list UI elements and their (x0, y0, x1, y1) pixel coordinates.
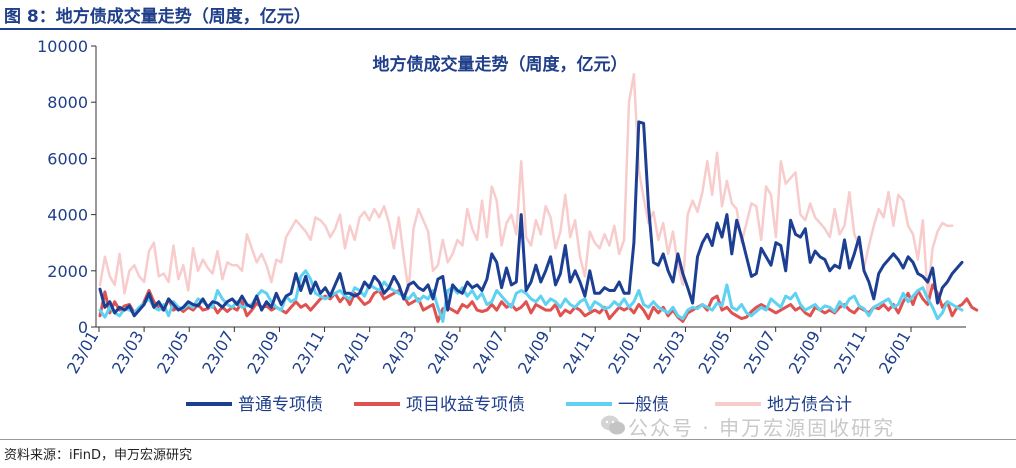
footer-rule (0, 439, 1016, 440)
series-line-3 (98, 269, 964, 323)
x-tick-label: 25/09 (785, 328, 825, 377)
y-tick-label: 10000 (37, 37, 88, 56)
series-line-1 (98, 120, 964, 318)
watermark: 公众号 · 申万宏源固收研究 (628, 412, 895, 441)
legend-label: 一般债 (618, 395, 669, 415)
x-tick-label: 24/01 (334, 328, 374, 377)
y-tick-label: 0 (78, 318, 88, 337)
chart-title: 地方债成交量走势（周度，亿元） (373, 54, 628, 75)
x-tick-label: 23/05 (153, 328, 193, 377)
legend-label: 地方债合计 (767, 395, 852, 415)
x-tick-label: 24/05 (424, 328, 464, 377)
legend-label: 项目收益专项债 (406, 395, 525, 415)
x-tick-label: 25/11 (830, 328, 870, 377)
chart-plot-area (98, 72, 979, 323)
watermark-text: 公众号 · 申万宏源固收研究 (628, 416, 896, 440)
chart-legend: 普通专项债 项目收益专项债 一般债 地方债合计 (186, 395, 852, 415)
title-rule (0, 28, 1016, 30)
x-tick-label: 25/05 (695, 328, 735, 377)
x-tick-label: 23/09 (243, 328, 283, 377)
x-tick-label: 24/11 (559, 328, 599, 377)
x-tick-label: 23/03 (108, 328, 148, 377)
source-note: 资料来源：iFinD，申万宏源研究 (4, 448, 193, 463)
x-tick-label: 25/01 (604, 328, 644, 377)
y-tick-label: 4000 (47, 206, 88, 225)
series-line-4 (98, 72, 954, 298)
x-tick-label: 24/03 (379, 328, 419, 377)
y-tick-label: 2000 (47, 262, 88, 281)
wechat-icon (601, 415, 625, 435)
x-tick-label: 23/01 (63, 328, 103, 377)
x-tick-label: 23/11 (289, 328, 329, 377)
x-tick-label: 24/07 (469, 328, 509, 377)
x-tick-label: 25/03 (649, 328, 689, 377)
x-tick-label: 25/07 (740, 328, 780, 377)
x-tick-label: 26/01 (875, 328, 915, 377)
figure-title: 图 8：地方债成交量走势（周度，亿元） (4, 7, 311, 27)
series-line-2 (98, 283, 979, 323)
y-tick-label: 6000 (47, 149, 88, 168)
legend-label: 普通专项债 (238, 395, 323, 415)
x-tick-label: 24/09 (514, 328, 554, 377)
y-tick-label: 8000 (47, 93, 88, 112)
x-tick-label: 23/07 (198, 328, 238, 377)
